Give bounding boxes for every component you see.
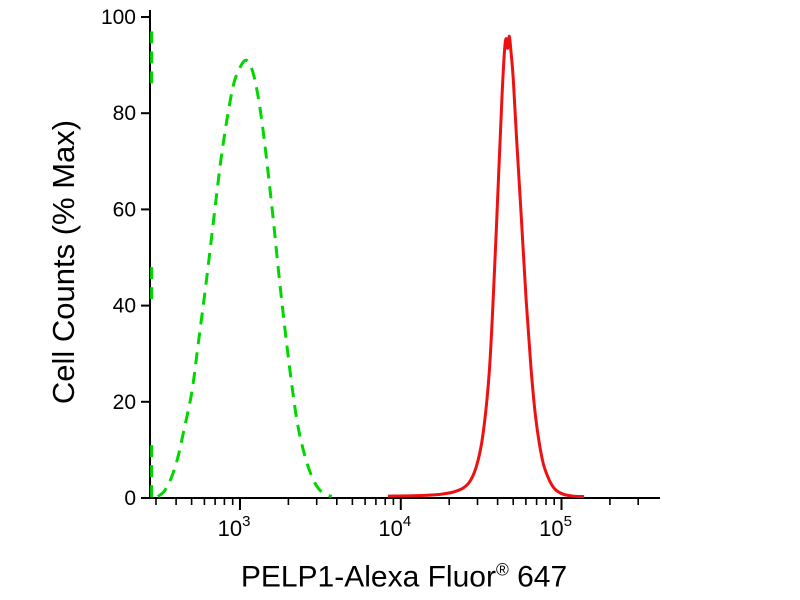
- x-tick-label: 103: [218, 513, 251, 541]
- x-axis-title-text: PELP1-Alexa Fluor: [240, 560, 496, 594]
- red-solid-curve: [387, 34, 585, 499]
- tick-marks: [141, 16, 640, 510]
- series-curves: [150, 31, 585, 499]
- registered-trademark-symbol: ®: [495, 559, 509, 580]
- y-tick-label: 0: [124, 487, 136, 510]
- x-axis-title-suffix: 647: [508, 560, 568, 594]
- axes: [149, 10, 660, 499]
- y-tick-label: 60: [113, 198, 136, 221]
- tick-labels: 0 20 40 60 80 100 103 104 105: [101, 6, 572, 541]
- x-axis-title: PELP1-Alexa Fluor® 647: [241, 560, 567, 595]
- y-axis-title: Cell Counts (% Max): [46, 119, 81, 405]
- y-tick-label: 100: [101, 6, 136, 29]
- y-tick-label: 40: [113, 295, 136, 318]
- green-dashed-curve: [156, 58, 333, 499]
- y-tick-label: 20: [113, 391, 136, 414]
- x-tick-label: 105: [539, 513, 572, 541]
- y-tick-label: 80: [113, 102, 136, 125]
- x-tick-label: 104: [378, 513, 411, 541]
